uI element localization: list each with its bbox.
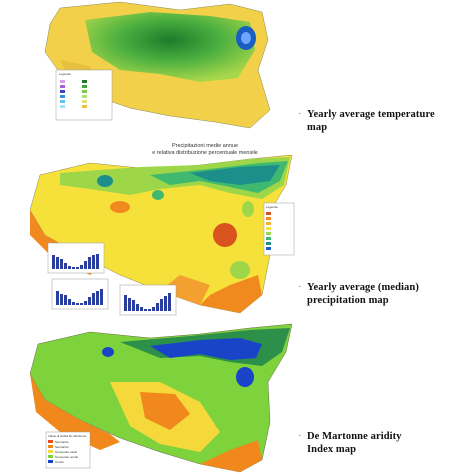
aridity-legend-swatches (48, 440, 53, 463)
precipitation-caption-line-1: Yearly average (median) (307, 282, 419, 293)
caption-bullet: · (298, 431, 302, 442)
precipitation-legend-title: Legenda (266, 205, 278, 209)
precipitation-title-line-2: e relativa distribuzione percentuale men… (152, 150, 258, 156)
precipitation-title-line-1: Precipitazioni medie annue (171, 143, 239, 149)
caption-bullet: · (298, 109, 302, 120)
inset-chart-1 (47, 242, 105, 274)
aridity-legend-item-5: Umido (55, 460, 64, 464)
inset-chart-3 (119, 284, 177, 316)
precipitation-caption-line-2: precipitation map (307, 295, 389, 306)
aridity-legend-item-2: Semiarido (55, 445, 69, 449)
temperature-legend-title: Legenda (59, 72, 71, 76)
precipitation-wettest-zone (190, 165, 280, 185)
inset-chart-2 (51, 278, 109, 310)
aridity-legend-item-4: Temperato umido (55, 455, 79, 459)
temperature-legend (55, 69, 113, 121)
temperature-caption-line-1: Yearly average temperature (307, 109, 435, 120)
aridity-legend (45, 431, 91, 469)
aridity-caption: · De Martonne aridity Index map (298, 430, 402, 456)
aridity-caption-line-2: Index map (307, 444, 357, 455)
temperature-map: Legenda (44, 1, 271, 129)
aridity-legend-item-1: Semiarido (55, 440, 69, 444)
temperature-highland (85, 12, 255, 82)
precipitation-map-title: Precipitazioni medie annue e relativa di… (95, 143, 315, 157)
aridity-legend-title: Indice di aridità De Martonne (48, 434, 87, 438)
precipitation-caption: · Yearly average (median) precipitation … (298, 281, 419, 307)
temperature-caption: · Yearly average temperature map (298, 108, 435, 134)
precipitation-legend-swatches (266, 212, 271, 250)
temperature-caption-line-2: map (307, 122, 328, 133)
aridity-legend-item-3: Temperato caldo (55, 450, 78, 454)
aridity-caption-line-1: De Martonne aridity (307, 431, 402, 442)
caption-bullet: · (298, 282, 302, 293)
precipitation-map: Legenda (29, 155, 295, 316)
temperature-legend-swatches (60, 80, 87, 108)
aridity-very-wet-zone (150, 338, 262, 360)
aridity-map: Indice di aridità De Martonne Semiarido … (29, 323, 293, 473)
precipitation-dry-center (213, 223, 237, 247)
